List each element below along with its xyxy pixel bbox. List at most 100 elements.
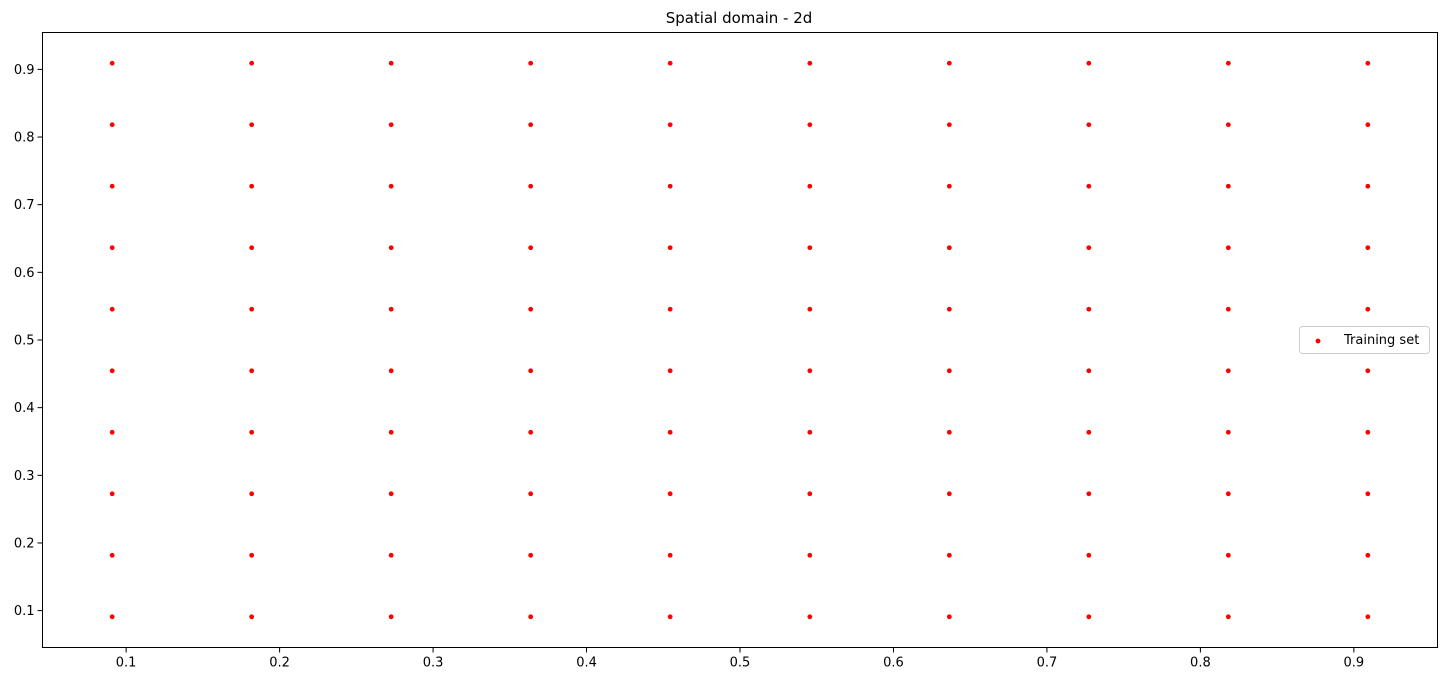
- legend-marker: [1315, 338, 1321, 344]
- chart-title: Spatial domain - 2d: [666, 9, 813, 27]
- x-tick-label: 0.1: [116, 656, 137, 671]
- y-tick-label: 0.5: [14, 334, 35, 349]
- data-point: [1365, 122, 1371, 128]
- x-tick-label: 0.3: [423, 656, 444, 671]
- data-point: [1225, 183, 1231, 189]
- data-point: [807, 491, 813, 497]
- x-tick-label: 0.4: [576, 656, 597, 671]
- data-point: [109, 60, 115, 66]
- data-point: [1086, 614, 1092, 620]
- data-point: [1086, 183, 1092, 189]
- data-point: [1086, 306, 1092, 312]
- data-point: [388, 183, 394, 189]
- x-tick-label: 0.6: [883, 656, 904, 671]
- data-point: [1225, 122, 1231, 128]
- data-point: [1365, 368, 1371, 374]
- y-tick-label: 0.4: [14, 401, 35, 416]
- data-point: [807, 60, 813, 66]
- data-point: [249, 491, 255, 497]
- data-point: [807, 183, 813, 189]
- data-point: [807, 552, 813, 558]
- data-point: [1365, 552, 1371, 558]
- data-point: [109, 306, 115, 312]
- data-point: [946, 122, 952, 128]
- data-point: [109, 552, 115, 558]
- data-point: [388, 60, 394, 66]
- y-axis: 0.1 0.2 0.3 0.4 0.5 0.6 0.7 0.8 0.9: [14, 63, 43, 619]
- data-point: [1225, 429, 1231, 435]
- y-tick-label: 0.2: [14, 536, 35, 551]
- data-point: [667, 552, 673, 558]
- data-points: [109, 60, 1371, 620]
- data-point: [946, 429, 952, 435]
- data-point: [528, 552, 534, 558]
- data-point: [946, 183, 952, 189]
- data-point: [946, 245, 952, 251]
- x-tick-label: 0.5: [730, 656, 751, 671]
- data-point: [807, 122, 813, 128]
- data-point: [946, 368, 952, 374]
- data-point: [1365, 491, 1371, 497]
- data-point: [807, 306, 813, 312]
- data-point: [1086, 122, 1092, 128]
- y-tick-label: 0.3: [14, 469, 35, 484]
- data-point: [946, 552, 952, 558]
- data-point: [1365, 245, 1371, 251]
- legend: Training set: [1299, 326, 1430, 354]
- y-tick-label: 0.7: [14, 198, 35, 213]
- data-point: [807, 429, 813, 435]
- data-point: [528, 614, 534, 620]
- data-point: [528, 429, 534, 435]
- y-tick-label: 0.9: [14, 63, 35, 78]
- data-point: [1225, 491, 1231, 497]
- data-point: [946, 614, 952, 620]
- data-point: [109, 491, 115, 497]
- data-point: [946, 491, 952, 497]
- data-point: [249, 306, 255, 312]
- data-point: [807, 245, 813, 251]
- data-point: [1365, 60, 1371, 66]
- data-point: [249, 429, 255, 435]
- data-point: [1225, 368, 1231, 374]
- data-point: [667, 491, 673, 497]
- data-point: [667, 122, 673, 128]
- x-tick-label: 0.9: [1344, 656, 1365, 671]
- data-point: [249, 614, 255, 620]
- data-point: [667, 368, 673, 374]
- data-point: [388, 245, 394, 251]
- data-point: [109, 368, 115, 374]
- y-tick-label: 0.8: [14, 131, 35, 146]
- data-point: [1365, 614, 1371, 620]
- data-point: [528, 245, 534, 251]
- data-point: [667, 614, 673, 620]
- data-point: [1086, 368, 1092, 374]
- legend-label: Training set: [1343, 333, 1419, 348]
- data-point: [388, 614, 394, 620]
- data-point: [388, 429, 394, 435]
- data-point: [807, 614, 813, 620]
- x-tick-label: 0.7: [1037, 656, 1058, 671]
- data-point: [1225, 306, 1231, 312]
- data-point: [667, 429, 673, 435]
- data-point: [1086, 552, 1092, 558]
- x-tick-label: 0.8: [1190, 656, 1211, 671]
- data-point: [528, 368, 534, 374]
- data-point: [1225, 60, 1231, 66]
- data-point: [388, 306, 394, 312]
- legend-box: [1299, 326, 1430, 354]
- data-point: [1086, 429, 1092, 435]
- x-tick-label: 0.2: [269, 656, 290, 671]
- data-point: [1225, 614, 1231, 620]
- data-point: [528, 122, 534, 128]
- data-point: [249, 245, 255, 251]
- data-point: [667, 306, 673, 312]
- data-point: [1086, 60, 1092, 66]
- data-point: [528, 306, 534, 312]
- data-point: [249, 122, 255, 128]
- data-point: [388, 368, 394, 374]
- data-point: [528, 60, 534, 66]
- data-point: [667, 183, 673, 189]
- x-axis: 0.1 0.2 0.3 0.4 0.5 0.6 0.7 0.8 0.9: [116, 647, 1365, 671]
- data-point: [1365, 429, 1371, 435]
